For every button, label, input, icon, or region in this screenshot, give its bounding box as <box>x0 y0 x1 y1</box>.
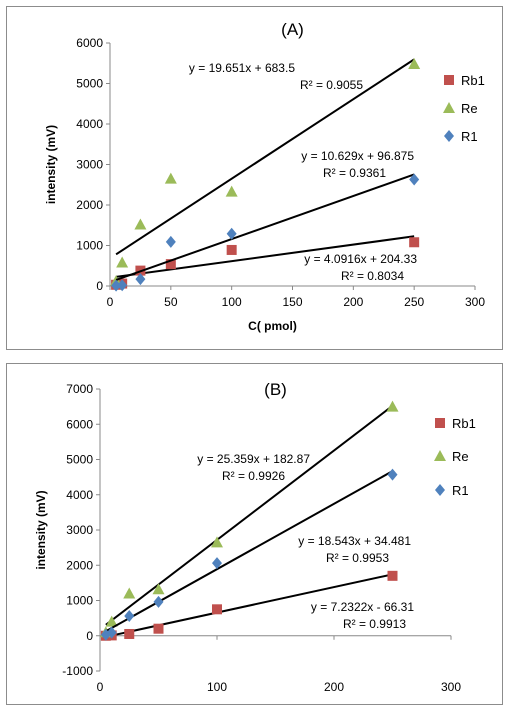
y-tick-label: 6000 <box>66 417 93 431</box>
data-point-re <box>211 536 223 548</box>
trend-equation-re: y = 19.651x + 683.5 <box>189 61 295 75</box>
chart-panel-b: (B) -1000 0 1000 2000 3000 4000 5000 6000 7000 0 10… <box>6 363 503 705</box>
data-point-r1 <box>165 235 176 248</box>
y-tick-label: 0 <box>96 279 103 293</box>
legend-marker-rb1 <box>435 418 445 428</box>
data-point-rb1 <box>153 623 164 634</box>
y-tick-label: 3000 <box>66 523 93 537</box>
legend-marker-rb1 <box>444 75 454 85</box>
trend-r2-rb1: R² = 0.9913 <box>343 617 406 631</box>
trend-r2-re: R² = 0.9926 <box>222 469 285 483</box>
trend-r2-r1: R² = 0.9953 <box>326 551 389 565</box>
legend-label-r1: R1 <box>461 129 478 144</box>
y-tick-label: 4000 <box>66 488 93 502</box>
data-point-re <box>152 583 165 595</box>
legend-label-re: Re <box>452 449 469 464</box>
series-r1 <box>100 468 398 641</box>
data-point-r1 <box>212 557 222 570</box>
data-point-rb1 <box>124 628 135 639</box>
trend-equation-r1: y = 10.629x + 96.875 <box>301 149 414 163</box>
x-tick-label: 250 <box>404 295 424 309</box>
y-axis-label: intensity (mV) <box>34 490 48 569</box>
y-tick-label: -1000 <box>62 664 93 678</box>
trend-r2-re: R² = 0.9055 <box>300 78 363 92</box>
y-axis-label: intensity (mV) <box>44 125 58 204</box>
data-point-r1 <box>111 279 122 292</box>
legend-marker-r1 <box>435 484 445 496</box>
x-tick-label: 0 <box>97 680 104 694</box>
chart-title: (B) <box>264 380 287 399</box>
trend-equation-r1: y = 18.543x + 34.481 <box>298 534 411 548</box>
y-tick-label: 7000 <box>66 382 93 396</box>
x-tick-label: 300 <box>441 680 461 694</box>
trend-r2-r1: R² = 0.9361 <box>323 166 386 180</box>
x-tick-label: 100 <box>207 680 227 694</box>
y-tick-label: 2000 <box>66 558 93 572</box>
chart-a: (A) 0 1000 2000 3000 4000 5000 6000 0 50 100 150 200… <box>44 20 485 333</box>
data-point-re <box>408 58 421 70</box>
data-point-r1 <box>409 173 420 186</box>
data-point-re <box>386 400 399 412</box>
y-tick-label: 5000 <box>66 453 93 467</box>
legend-label-rb1: Rb1 <box>452 416 476 431</box>
x-tick-label: 50 <box>164 295 178 309</box>
series-r1 <box>111 173 420 292</box>
chart-b: (B) -1000 0 1000 2000 3000 4000 5000 6000 7000 0 10… <box>34 380 476 694</box>
chart-title: (A) <box>281 20 304 39</box>
y-tick-label: 5000 <box>76 77 103 91</box>
x-axis-label: C( pmol) <box>248 319 297 333</box>
trend-equation-rb1: y = 7.2322x - 66.31 <box>311 600 414 614</box>
legend-marker-re <box>434 450 446 461</box>
x-tick-label: 200 <box>343 295 363 309</box>
trend-equation-rb1: y = 4.0916x + 204.33 <box>304 252 417 266</box>
trendline-r1 <box>105 470 393 633</box>
trend-r2-rb1: R² = 0.8034 <box>341 269 404 283</box>
data-point-re <box>123 587 136 599</box>
y-tick-label: 1000 <box>66 594 93 608</box>
x-tick-label: 200 <box>324 680 344 694</box>
data-point-rb1 <box>212 604 222 615</box>
x-tick-label: 300 <box>465 295 485 309</box>
trendline-rb1 <box>115 235 415 278</box>
legend-marker-r1 <box>444 130 454 142</box>
x-tick-label: 150 <box>282 295 302 309</box>
data-point-re <box>105 615 118 627</box>
x-tick-label: 100 <box>222 295 242 309</box>
trend-equation-re: y = 25.359x + 182.87 <box>197 452 310 466</box>
data-point-re <box>116 256 129 268</box>
data-point-rb1 <box>165 259 176 270</box>
y-tick-label: 4000 <box>76 117 103 131</box>
data-point-r1 <box>124 610 135 623</box>
y-tick-label: 2000 <box>76 198 103 212</box>
y-tick-label: 6000 <box>76 36 103 50</box>
data-point-r1 <box>135 273 146 286</box>
data-point-re <box>225 185 238 197</box>
data-point-r1 <box>117 279 128 292</box>
data-point-r1 <box>153 595 164 608</box>
trendline-re <box>105 405 394 626</box>
data-point-r1 <box>106 626 117 639</box>
data-point-r1 <box>226 227 237 240</box>
data-point-re <box>164 172 177 184</box>
chart-panel-a: (A) 0 1000 2000 3000 4000 5000 6000 0 50 100 150 200… <box>6 6 503 350</box>
legend-label-rb1: Rb1 <box>461 73 485 88</box>
data-point-re <box>134 218 147 230</box>
x-tick-label: 0 <box>107 295 114 309</box>
data-point-rb1 <box>387 570 398 581</box>
data-point-rb1 <box>409 237 420 248</box>
trendline-r1 <box>115 173 415 281</box>
legend-label-r1: R1 <box>452 483 469 498</box>
legend-label-re: Re <box>461 101 478 116</box>
trendline-re <box>115 58 415 256</box>
y-tick-label: 1000 <box>76 239 103 253</box>
data-point-r1 <box>387 468 398 481</box>
y-tick-label: 0 <box>86 629 93 643</box>
legend-marker-re <box>443 102 455 113</box>
y-tick-label: 3000 <box>76 158 103 172</box>
data-point-rb1 <box>226 244 237 255</box>
